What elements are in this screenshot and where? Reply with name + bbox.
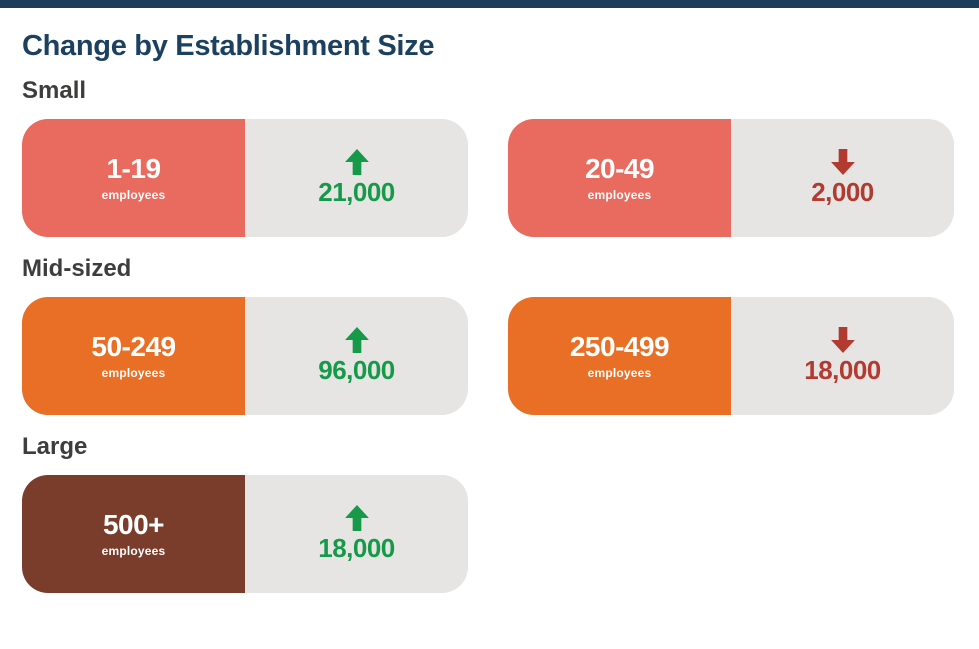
down-arrow-icon — [830, 148, 855, 175]
section-heading-mid-sized: Mid-sized — [22, 255, 132, 282]
up-arrow-icon — [344, 504, 369, 531]
card-range-panel: 500+ employees — [22, 475, 245, 593]
change-value: 21,000 — [318, 176, 395, 207]
card-range-panel: 20-49 employees — [508, 119, 731, 237]
card-500-plus: 500+ employees 18,000 — [22, 475, 468, 593]
employees-label: employees — [101, 365, 166, 380]
card-row-large: 500+ employees 18,000 — [22, 475, 957, 593]
card-value-panel: 96,000 — [245, 297, 468, 415]
change-value: 2,000 — [811, 176, 874, 207]
card-value-panel: 2,000 — [731, 119, 954, 237]
card-20-49: 20-49 employees 2,000 — [508, 119, 954, 237]
range-label: 1-19 — [106, 153, 161, 185]
card-value-panel: 18,000 — [245, 475, 468, 593]
section-heading-small: Small — [22, 77, 87, 104]
section-small: Small 1-19 employees 21,000 20-49 employ… — [22, 77, 957, 237]
down-arrow-icon — [830, 326, 855, 353]
change-value: 96,000 — [318, 354, 395, 385]
section-heading-large: Large — [22, 433, 88, 460]
card-row-mid-sized: 50-249 employees 96,000 250-499 employee… — [22, 297, 957, 415]
employees-label: employees — [101, 187, 166, 202]
card-50-249: 50-249 employees 96,000 — [22, 297, 468, 415]
page: Change by Establishment Size Small 1-19 … — [0, 8, 979, 593]
page-title: Change by Establishment Size — [22, 30, 435, 62]
section-mid-sized: Mid-sized 50-249 employees 96,000 250-49… — [22, 255, 957, 415]
card-range-panel: 1-19 employees — [22, 119, 245, 237]
range-label: 20-49 — [584, 153, 655, 185]
card-1-19: 1-19 employees 21,000 — [22, 119, 468, 237]
range-label: 50-249 — [91, 331, 176, 363]
change-value: 18,000 — [318, 532, 395, 563]
employees-label: employees — [587, 187, 652, 202]
card-value-panel: 18,000 — [731, 297, 954, 415]
range-label: 250-499 — [569, 331, 670, 363]
top-accent-bar — [0, 0, 979, 8]
card-range-panel: 250-499 employees — [508, 297, 731, 415]
up-arrow-icon — [344, 326, 369, 353]
section-large: Large 500+ employees 18,000 — [22, 433, 957, 593]
card-250-499: 250-499 employees 18,000 — [508, 297, 954, 415]
up-arrow-icon — [344, 148, 369, 175]
employees-label: employees — [101, 543, 166, 558]
change-value: 18,000 — [804, 354, 881, 385]
card-row-small: 1-19 employees 21,000 20-49 employees — [22, 119, 957, 237]
card-range-panel: 50-249 employees — [22, 297, 245, 415]
range-label: 500+ — [102, 509, 165, 541]
employees-label: employees — [587, 365, 652, 380]
card-value-panel: 21,000 — [245, 119, 468, 237]
